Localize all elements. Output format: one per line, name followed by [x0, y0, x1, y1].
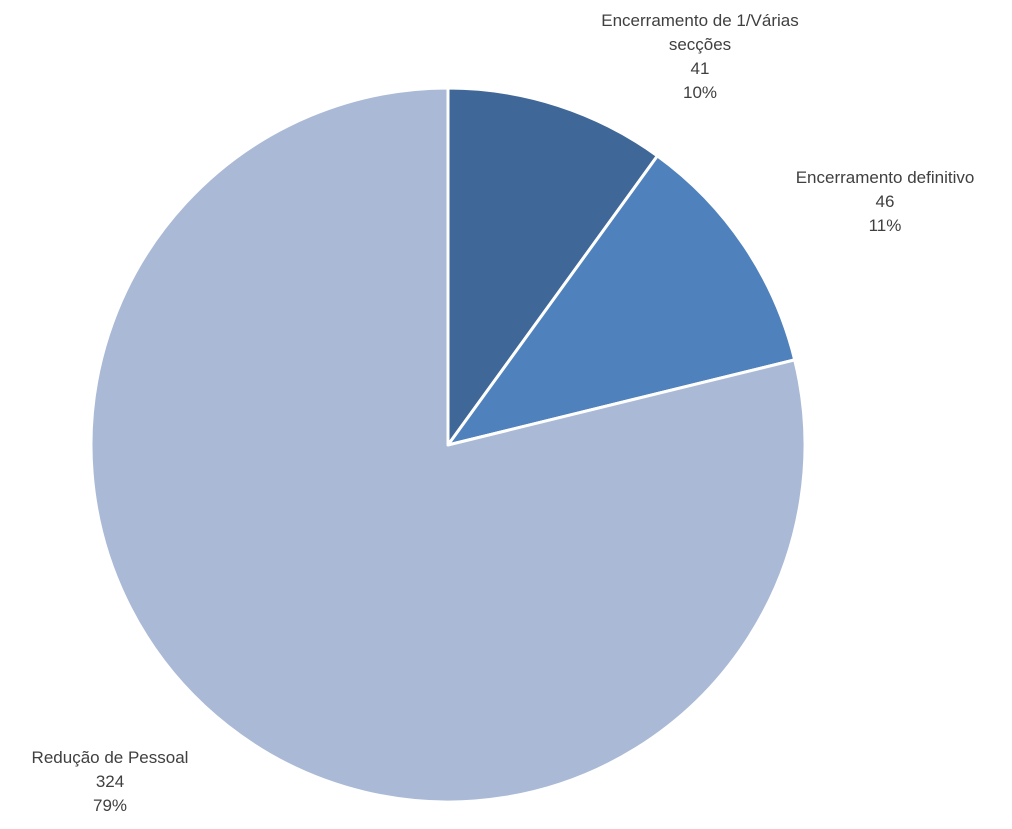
pie-slice-0 [446, 86, 659, 447]
pie-slice-2 [89, 86, 807, 804]
slice-label-1-line-0: Encerramento definitivo [795, 168, 975, 187]
slice-label-1-percent: 11% [868, 216, 902, 235]
slice-label-0: Encerramento de 1/Várias secções 41 10% [560, 9, 840, 105]
slice-label-1-value: 46 [875, 192, 895, 211]
slice-label-0-line-1: secções [668, 35, 732, 54]
slice-label-0-line-0: Encerramento de 1/Várias [601, 11, 799, 30]
pie-slice-1 [446, 154, 797, 447]
slice-label-0-percent: 10% [682, 83, 718, 102]
slice-label-2-line-0: Redução de Pessoal [31, 748, 189, 767]
slice-label-2-value: 324 [95, 772, 125, 791]
slice-label-2-percent: 79% [92, 796, 128, 815]
slice-label-1: Encerramento definitivo 46 11% [760, 166, 1010, 238]
slice-label-0-value: 41 [690, 59, 710, 78]
slice-label-2: Redução de Pessoal 324 79% [5, 746, 215, 818]
